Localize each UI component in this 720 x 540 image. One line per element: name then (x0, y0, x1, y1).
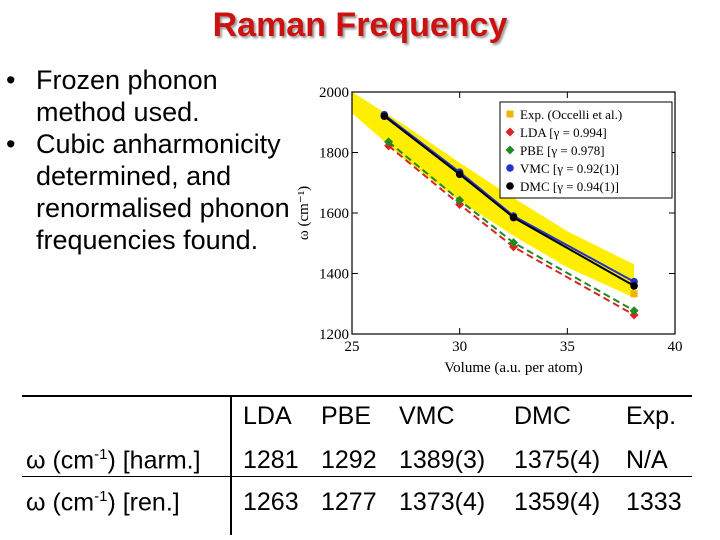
legend-label: PBE [γ = 0.978] (520, 143, 605, 158)
bullet-item: • Frozen phonon method used. (6, 64, 296, 128)
x-tick-label: 35 (560, 339, 575, 355)
legend-label: VMC [γ = 0.92(1)] (520, 161, 619, 176)
raman-frequency-chart: 25 30 35 40 1200 1400 1600 1800 2000 Volume (a.u.… (296, 85, 683, 376)
y-tick-label: 2000 (319, 85, 349, 101)
table-cell: N/A (626, 446, 668, 474)
legend-label: Exp. (Occelli et al.) (520, 107, 622, 122)
table-cell: 1373(4) (399, 488, 486, 516)
y-tick-label: 1200 (319, 327, 349, 343)
table-cell: 1359(4) (514, 488, 601, 516)
y-tick-label: 1800 (319, 146, 349, 162)
table-cell: 1292 (321, 446, 377, 474)
table-header-exp: Exp. (626, 402, 677, 430)
series-line (387, 141, 635, 312)
data-point (630, 290, 638, 298)
bullet-dot: • (6, 65, 16, 95)
x-axis-label: Volume (a.u. per atom) (444, 360, 582, 376)
legend-marker (506, 164, 514, 172)
bullet-text: Frozen phonon method used. (36, 65, 218, 127)
data-point (630, 282, 638, 290)
table-header-dmc: DMC (514, 402, 571, 430)
slide-title: Raman Frequency (212, 6, 508, 44)
series-line (387, 145, 635, 316)
legend-marker (506, 182, 514, 190)
data-point (629, 306, 639, 316)
legend-box (499, 101, 673, 199)
legend-marker (506, 110, 514, 118)
table-cell: 1333 (626, 488, 682, 516)
table-cell: 1389(3) (399, 446, 486, 474)
bullet-dot: • (6, 129, 16, 159)
series-line (383, 113, 635, 283)
data-point (380, 112, 389, 120)
y-tick-label: 1600 (319, 206, 349, 222)
y-axis-label: ω (cm⁻¹) (296, 186, 312, 240)
x-tick-label: 25 (345, 339, 360, 355)
legend-marker (505, 145, 515, 155)
data-point (455, 170, 464, 179)
legend-label: LDA [γ = 0.994] (520, 125, 607, 140)
table-header-vmc: VMC (399, 402, 455, 430)
bullet-text: Cubic anharmonicity determined, and reno… (36, 129, 290, 255)
data-point (509, 213, 518, 222)
data-point (384, 137, 394, 147)
bullet-list: • Frozen phonon method used. • Cubic anh… (6, 64, 296, 256)
table-mid-rule (22, 476, 692, 477)
data-point (509, 238, 518, 248)
legend-label: DMC [γ = 0.94(1)] (520, 179, 619, 194)
legend-marker (505, 127, 515, 137)
table-top-rule (22, 395, 692, 397)
table-header-pbe: PBE (321, 402, 372, 430)
table-cell: 1277 (321, 488, 377, 516)
table-column-rule (230, 395, 232, 535)
table-header-lda: LDA (243, 402, 292, 430)
bullet-item: • Cubic anharmonicity determined, and re… (6, 128, 296, 256)
row-label-harmonic: ω (cm-1) [harm.] (26, 446, 201, 475)
data-point (455, 195, 465, 205)
table-cell: 1375(4) (514, 446, 601, 474)
row-label-renormalised: ω (cm-1) [ren.] (26, 488, 180, 517)
y-tick-label: 1400 (319, 267, 349, 283)
table-cell: 1281 (243, 446, 299, 474)
x-tick-label: 30 (452, 339, 467, 355)
x-tick-label: 40 (668, 339, 683, 355)
series-line (383, 115, 635, 287)
table-cell: 1263 (243, 488, 299, 516)
